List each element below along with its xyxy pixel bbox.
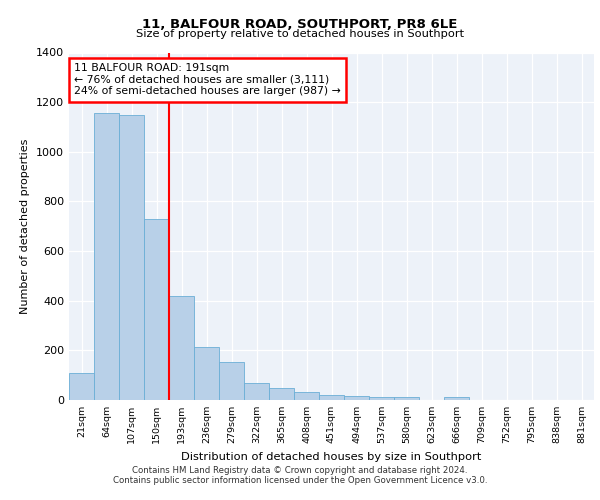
Bar: [169, 296, 194, 400]
Bar: [119, 115, 144, 400]
Text: Size of property relative to detached houses in Southport: Size of property relative to detached ho…: [136, 29, 464, 39]
Bar: [394, 396, 419, 400]
Text: 11 BALFOUR ROAD: 191sqm
← 76% of detached houses are smaller (3,111)
24% of semi: 11 BALFOUR ROAD: 191sqm ← 76% of detache…: [74, 63, 341, 96]
Bar: [319, 395, 344, 400]
Bar: [244, 382, 269, 400]
Bar: [69, 372, 94, 400]
Bar: [219, 362, 244, 400]
Bar: [369, 396, 394, 400]
Text: 11, BALFOUR ROAD, SOUTHPORT, PR8 6LE: 11, BALFOUR ROAD, SOUTHPORT, PR8 6LE: [142, 18, 458, 30]
Y-axis label: Number of detached properties: Number of detached properties: [20, 138, 31, 314]
Bar: [444, 396, 469, 400]
Bar: [144, 219, 169, 400]
Text: Contains public sector information licensed under the Open Government Licence v3: Contains public sector information licen…: [113, 476, 487, 485]
X-axis label: Distribution of detached houses by size in Southport: Distribution of detached houses by size …: [181, 452, 482, 462]
Bar: [194, 346, 219, 400]
Bar: [294, 392, 319, 400]
Bar: [269, 388, 294, 400]
Bar: [94, 114, 119, 400]
Bar: [344, 396, 369, 400]
Text: Contains HM Land Registry data © Crown copyright and database right 2024.: Contains HM Land Registry data © Crown c…: [132, 466, 468, 475]
